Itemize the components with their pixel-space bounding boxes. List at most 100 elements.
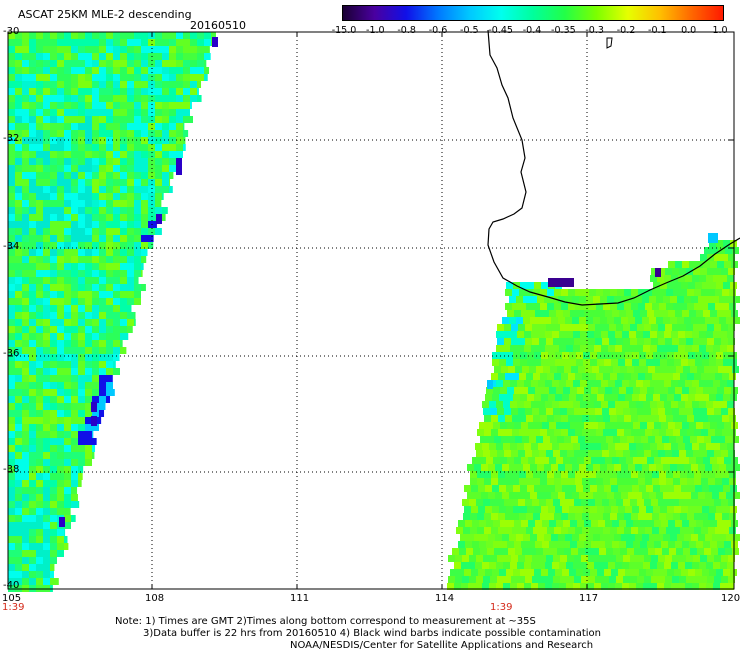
swath-cell (576, 569, 583, 576)
swath-cell (562, 359, 569, 366)
swath-cell (617, 513, 624, 520)
swath-cell (106, 305, 113, 312)
swath-cell (640, 541, 647, 548)
swath-cell (50, 116, 57, 123)
swath-cell (134, 46, 141, 53)
swath-cell (78, 459, 85, 466)
swath-cell (36, 221, 43, 228)
swath-cell (64, 165, 71, 172)
swath-cell (596, 471, 603, 478)
swath-cell (155, 179, 162, 186)
swath-cell (561, 471, 568, 478)
swath-cell (22, 263, 29, 270)
swath-cell (43, 46, 50, 53)
swath-cell (710, 310, 717, 317)
swath-cell (8, 543, 15, 550)
swath-cell (29, 389, 36, 396)
swath-cell (92, 375, 99, 382)
swath-cell (57, 158, 64, 165)
swath-cell (644, 324, 651, 331)
swath-cell (694, 471, 701, 478)
swath-cell (523, 534, 530, 541)
swath-cell (92, 74, 99, 81)
swath-cell (694, 513, 701, 520)
swath-cell (500, 520, 507, 527)
swath-cell (589, 303, 596, 310)
swath-cell (572, 296, 579, 303)
swath-cell (71, 130, 78, 137)
swath-cell (637, 450, 644, 457)
swath-cell (638, 527, 645, 534)
swath-cell (50, 263, 57, 270)
swath-cell (50, 326, 57, 333)
swath-cell (489, 583, 496, 590)
swath-cell (646, 352, 653, 359)
swath-cell (593, 317, 600, 324)
swath-cell (507, 520, 514, 527)
swath-cell (43, 39, 50, 46)
swath-cell (689, 261, 696, 268)
swath-cell (120, 158, 127, 165)
swath-cell (85, 60, 92, 67)
swath-cell (496, 345, 503, 352)
swath-cell (99, 193, 106, 200)
swath-cell (8, 74, 15, 81)
swath-cell (99, 137, 106, 144)
swath-cell (71, 95, 78, 102)
swath-cell (651, 576, 658, 583)
swath-cell (92, 200, 99, 207)
swath-cell (8, 193, 15, 200)
swath-cell (85, 102, 92, 109)
swath-cell (15, 207, 22, 214)
swath-cell (141, 67, 148, 74)
swath-cell (541, 506, 548, 513)
swath-cell (43, 242, 50, 249)
swath-cell (57, 256, 64, 263)
swath-cell (106, 74, 113, 81)
swath-cell (176, 137, 183, 144)
swath-cell (176, 67, 183, 74)
swath-cell (71, 312, 78, 319)
swath-cell (677, 296, 684, 303)
swath-cell (595, 499, 602, 506)
swath-cell (506, 394, 513, 401)
swath-cell (508, 548, 515, 555)
swath-cell (533, 415, 540, 422)
swath-cell (162, 102, 169, 109)
swath-cell (517, 443, 524, 450)
swath-cell (113, 81, 120, 88)
swath-cell (729, 289, 736, 296)
swath-cell (569, 485, 576, 492)
swath-cell (519, 289, 526, 296)
swath-cell (8, 32, 15, 39)
swath-cell (498, 478, 505, 485)
swath-cell (533, 471, 540, 478)
swath-cell (525, 324, 532, 331)
swath-cell (709, 359, 716, 366)
swath-cell (99, 347, 106, 354)
swath-cell (64, 417, 71, 424)
swath-cell (120, 60, 127, 67)
swath-cell (674, 352, 681, 359)
swath-cell (50, 186, 57, 193)
swath-cell (57, 249, 64, 256)
swath-cell (596, 289, 603, 296)
swath-cell (513, 359, 520, 366)
swath-cell (528, 310, 535, 317)
swath-cell (78, 277, 85, 284)
swath-cell (580, 583, 587, 590)
swath-cell (684, 317, 691, 324)
swath-cell (466, 548, 473, 555)
swath-cell (687, 429, 694, 436)
swath-cell (64, 375, 71, 382)
swath-cell (636, 401, 643, 408)
swath-cell (690, 436, 697, 443)
swath-cell (541, 485, 548, 492)
swath-cell (162, 123, 169, 130)
swath-cell (15, 452, 22, 459)
swath-cell (92, 172, 99, 179)
swath-cell (568, 471, 575, 478)
swath-cell (92, 60, 99, 67)
swath-cell (560, 408, 567, 415)
swath-cell (640, 520, 647, 527)
